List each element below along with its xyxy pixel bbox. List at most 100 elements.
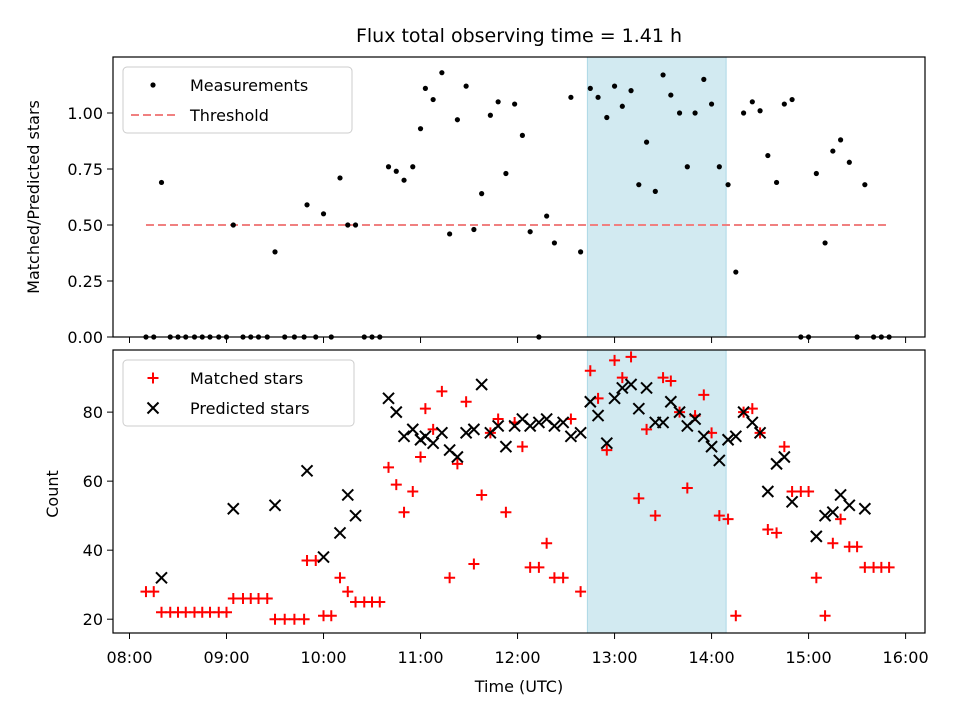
data-point [298,613,310,625]
data-point [401,177,407,183]
y-tick-label: 80 [83,403,103,422]
data-point [407,486,419,497]
data-point [342,586,354,598]
data-point [625,351,637,363]
data-point [320,211,327,217]
data-point [352,222,359,228]
plot-frame [112,349,926,634]
data-point [383,461,395,473]
data-point [698,389,710,401]
legend-marker [147,372,159,384]
chart-title: Flux total observing time = 1.41 h [356,25,682,47]
data-point [609,354,621,366]
data-point [422,85,428,91]
y-axis-label-bottom: Count [43,470,62,518]
data-point [616,381,629,395]
x-tick-label: 15:00 [786,648,832,667]
data-point [419,403,431,415]
data-point [773,179,780,186]
data-point [447,231,453,237]
data-point [468,558,480,570]
data-point [722,513,734,525]
data-point [616,372,628,384]
data-point [803,486,815,497]
data-point [230,222,236,228]
data-point [439,70,445,76]
x-tick-label: 08:00 [106,648,152,667]
data-point [640,381,653,395]
data-point [578,249,584,255]
legend: Measurements Threshold [122,66,353,134]
data-point [398,506,410,518]
data-point [757,108,763,114]
x-tick-label: 16:00 [883,648,929,667]
data-point [628,88,634,94]
data-point [810,572,822,584]
data-point [834,488,847,502]
data-point [810,530,823,543]
x-tick-label: 13:00 [592,648,638,667]
data-point [713,454,726,467]
x-axis-label: Time (UTC) [474,677,563,696]
data-point [551,240,558,246]
data-point [533,561,545,573]
data-point [587,85,593,91]
data-point [781,101,787,107]
y-axis-label-top: Matched/Predicted stars [24,100,43,294]
data-point [826,505,840,519]
data-point [148,586,160,598]
data-point [643,139,650,145]
data-point [765,152,771,159]
data-point [725,182,731,188]
data-point [827,537,839,549]
data-point [325,610,337,622]
data-point [858,502,872,515]
data-point [716,164,722,170]
data-point [591,409,605,422]
data-point [837,137,844,143]
data-point [467,423,481,436]
data-point [676,110,683,116]
data-point [705,440,718,453]
data-point [584,365,596,377]
data-point [556,416,570,429]
data-point [333,526,347,540]
data-point [568,94,574,100]
data-point [337,175,343,181]
series-predicted-stars [155,378,872,584]
data-point [713,510,725,522]
y-tick-label: 0.25 [67,272,103,291]
y-tick-label: 0.50 [67,216,103,235]
data-point [604,114,610,121]
data-point [397,430,411,443]
legend-marker [146,401,160,415]
data-point [503,170,509,177]
data-point [660,72,666,78]
legend-label: Measurements [190,76,308,95]
data-point [619,103,625,109]
data-point [601,444,613,456]
data-point [269,613,281,625]
data-point [611,83,618,89]
x-axis: 08:00 09:00 10:00 11:00 12:00 13:00 14:00 15:00… [106,648,928,667]
data-point [374,596,386,608]
data-point [692,110,698,116]
data-point [436,385,448,397]
data-point [406,423,419,436]
data-point [762,523,774,535]
data-point [649,510,661,522]
data-point [851,541,863,553]
data-point [454,117,460,123]
data-point [426,436,440,450]
top-panel: 0.00 0.25 0.50 0.75 1.00 Measurements Threshol… [67,56,926,347]
legend-box [122,66,353,134]
data-point [410,164,416,170]
legend-label: Predicted stars [190,399,310,418]
data-point [830,148,836,154]
data-point [334,572,346,584]
data-point [684,164,690,170]
data-point [261,592,273,604]
data-point [771,527,783,539]
data-point [415,451,427,463]
